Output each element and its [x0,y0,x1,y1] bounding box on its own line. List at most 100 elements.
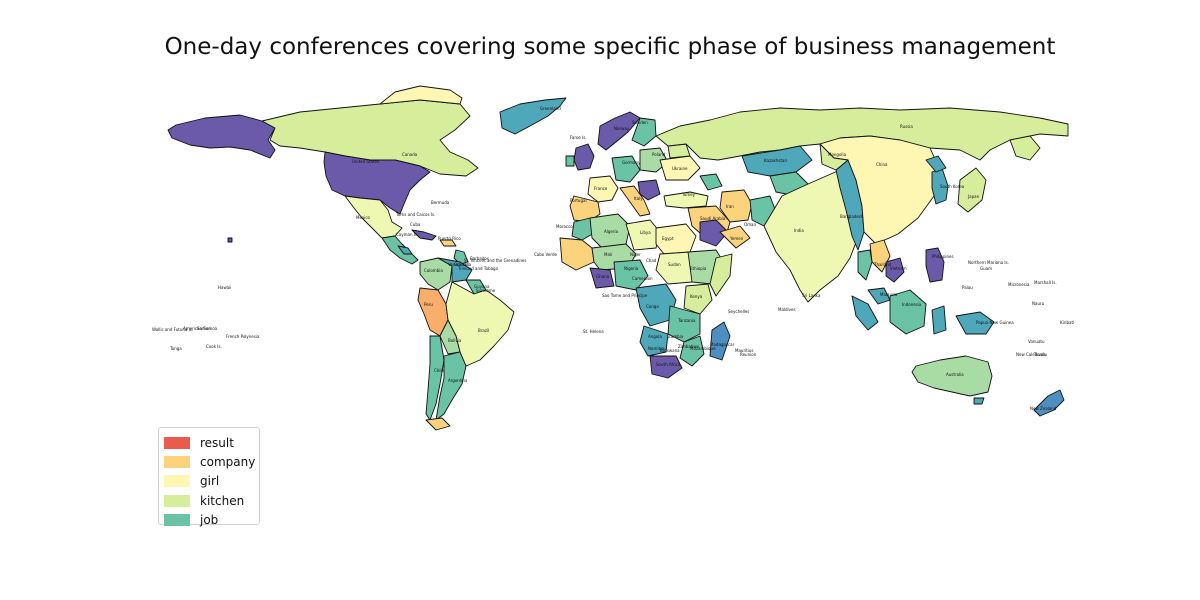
country-label: French Polynesia [226,334,260,339]
country-label: Tuvalu [1033,352,1047,357]
country-label: Northern Mariana Is. [968,260,1009,265]
region-west-africa [559,237,595,271]
country-label: Algeria [604,229,619,234]
legend-label: girl [200,474,220,489]
country-label: South Africa [656,362,681,367]
country-label: Peru [424,302,433,307]
country-label: Cabo Verde [534,252,558,257]
region-kamchatka [1009,135,1041,161]
region-madagascar [709,321,731,361]
country-label: Ukraine [672,166,688,171]
region-yemen-oman [719,225,751,249]
region-thailand [857,249,873,281]
country-label: Malaysia [880,292,898,297]
region-libya [625,219,661,251]
legend: result company girl kitchen job [158,427,260,527]
region-sulawesi [931,305,947,335]
country-label: Egypt [662,236,674,241]
country-label: Libya [640,230,651,235]
country-label: Samoa [197,326,211,331]
region-cuba [411,229,437,241]
legend-item: company [164,452,259,471]
country-label: Kiribati [1060,320,1074,325]
country-label: Germany [622,160,641,165]
country-label: Angola [648,334,662,339]
country-label: Suriname [476,288,496,293]
country-label: Marshall Is. [1034,280,1057,285]
region-balkans [637,179,661,201]
region-nigeria [613,259,649,291]
region-greenland [499,97,567,135]
country-label: Colombia [424,268,443,273]
region-morocco [571,217,597,241]
country-label: Mali [604,252,612,257]
country-label: United States [352,159,379,164]
region-iraq [699,219,729,247]
country-label: Bolivia [448,338,462,343]
region-sumatra [851,295,879,331]
country-label: France [594,186,608,191]
region-arctic-islands [379,85,463,105]
country-label: Sri Lanka [802,293,821,298]
region-finland [631,117,657,147]
country-label: Argentina [448,378,468,383]
country-label: Vietnam [890,266,907,271]
country-label: Nauru [1032,301,1045,306]
country-label: Ethiopia [690,266,707,271]
legend-item: girl [164,472,259,491]
country-label: Brazil [478,328,489,333]
legend-swatch [164,475,190,488]
country-label: Guam [980,266,992,271]
region-turkey [663,191,709,209]
region-tasmania [973,397,985,405]
country-label: Cameroon [632,276,653,281]
legend-item: job [164,511,259,530]
country-label: Indonesia [902,302,922,307]
country-label: Grenada [454,262,472,267]
region-philippines [925,247,945,283]
country-label: Reunion [740,352,757,357]
region-caucasus [699,173,723,191]
country-label: Mauritius [735,348,754,353]
region-hawaii [227,237,233,243]
region-russia [655,107,1069,161]
country-label: Chile [434,368,445,373]
region-kenya [683,283,713,315]
country-label: Bangladesh [840,214,864,219]
country-label: India [794,228,804,233]
region-borneo [889,289,927,335]
country-label: Turkey [681,192,696,197]
country-label: Micronesia [1008,282,1030,287]
region-tanzania [667,305,701,343]
country-label: Tanzania [677,318,696,323]
country-label: Congo [646,304,659,309]
region-chile [425,335,445,421]
legend-item: result [164,433,259,452]
region-sakhalin [925,155,947,173]
country-label: Russia [900,124,913,129]
region-ghana-coast [589,267,615,289]
country-label: Zimbabwe [678,344,700,349]
country-label: Maldives [778,307,796,312]
region-central-america [381,235,419,265]
region-ireland [565,155,575,167]
country-label: Yemen [729,236,744,241]
country-label: Trinidad and Tobago [457,266,499,271]
region-angola [639,325,669,357]
country-label: Saudi Arabia [700,216,726,221]
region-bolivia [439,319,461,355]
country-label: St. Vincent and the Grenadines [464,258,526,263]
country-label: Japan [967,194,980,199]
region-italy [619,185,651,217]
region-iran [719,189,753,223]
country-label: Venezuela [448,262,469,267]
country-label: Turks and Caicos Is. [395,212,435,217]
country-label: Botswana [660,348,680,353]
region-new-guinea [955,311,995,335]
country-label: Mongolia [828,152,847,157]
legend-item: kitchen [164,491,259,510]
country-label: Wallis and Futuna Is. [152,327,193,332]
region-alaska [167,114,276,159]
region-argentina [435,351,467,421]
